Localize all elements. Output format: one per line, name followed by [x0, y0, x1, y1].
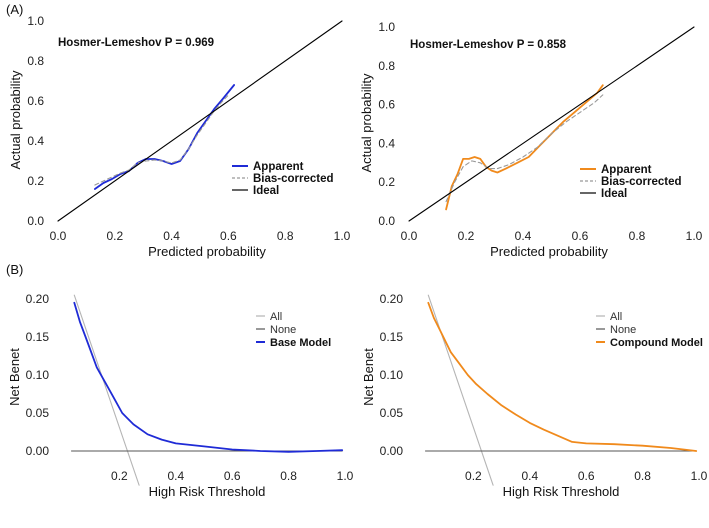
y-tick-label: 0.8	[378, 59, 395, 73]
series-line-apparent	[94, 84, 236, 190]
y-tick-label: 0.6	[27, 94, 44, 108]
x-tick-label: 0.2	[465, 469, 482, 483]
y-tick-label: 0.0	[27, 214, 44, 228]
y-tick-label: 0.05	[26, 406, 50, 420]
legend-label: Apparent	[253, 161, 304, 173]
y-tick-label: 0.05	[380, 406, 404, 420]
y-axis-label: Actual probability	[8, 70, 23, 169]
y-axis-label: Actual probability	[359, 73, 374, 172]
legend-label: Ideal	[253, 185, 279, 197]
y-tick-label: 0.4	[27, 134, 44, 148]
y-tick-label: 0.10	[380, 368, 404, 382]
x-tick-label: 0.2	[111, 469, 128, 483]
legend-label: Apparent	[601, 164, 652, 176]
legend-label: Compound Model	[610, 337, 703, 349]
panel-label-b: (B)	[6, 262, 23, 277]
legend-label: All	[610, 311, 622, 323]
y-tick-label: 0.20	[26, 292, 50, 306]
x-tick-label: 0.4	[521, 469, 538, 483]
x-axis-label: Predicted probability	[148, 244, 266, 259]
x-tick-label: 0.0	[401, 229, 418, 243]
y-tick-label: 0.0	[378, 214, 395, 228]
dca-chart-base: 0.2 0.4 0.6 0.8 1.0 0.00 0.05 0.10 0.15 0.20 High …	[7, 292, 354, 499]
calibration-chart-base: 0.0 0.2 0.4 0.6 0.8 1.0 0.0 0.2 0.4 0.6 0.8 1.0 Pred…	[8, 14, 351, 259]
y-tick-label: 1.0	[378, 20, 395, 34]
series-line-compound-model	[427, 301, 698, 452]
x-tick-label: 1.0	[691, 469, 708, 483]
hosmer-lemeshow-label: Hosmer-Lemeshov P = 0.858	[410, 39, 567, 51]
y-tick-label: 1.0	[27, 14, 44, 28]
x-tick-label: 0.8	[277, 229, 294, 243]
x-tick-label: 0.4	[163, 229, 180, 243]
legend-label: Base Model	[270, 337, 331, 349]
panel-label-a: (A)	[6, 2, 23, 17]
y-tick-label: 0.2	[378, 175, 395, 189]
series-line-ideal	[408, 26, 695, 222]
x-tick-label: 0.2	[106, 229, 123, 243]
y-axis-label: Net Benet	[361, 348, 376, 406]
y-tick-label: 0.00	[26, 444, 50, 458]
legend-label: None	[270, 324, 296, 336]
x-tick-label: 0.4	[515, 229, 532, 243]
x-tick-label: 1.0	[686, 229, 703, 243]
x-tick-label: 0.8	[634, 469, 651, 483]
x-tick-label: 0.6	[220, 229, 237, 243]
dca-chart-compound: 0.2 0.4 0.6 0.8 1.0 0.00 0.05 0.10 0.15 0.20 High …	[361, 292, 708, 499]
y-axis-label: Net Benet	[7, 348, 22, 406]
y-tick-label: 0.8	[27, 54, 44, 68]
y-tick-label: 0.00	[380, 444, 404, 458]
series-line-ideal	[57, 20, 343, 222]
legend-label: Bias-corrected	[253, 173, 334, 185]
y-tick-label: 0.2	[27, 174, 44, 188]
x-tick-label: 0.6	[578, 469, 595, 483]
series-line-base-model	[73, 301, 344, 453]
legend-label: All	[270, 311, 282, 323]
legend-label: Ideal	[601, 188, 627, 200]
x-tick-label: 0.8	[280, 469, 297, 483]
y-tick-label: 0.4	[378, 136, 395, 150]
x-tick-label: 1.0	[334, 229, 351, 243]
x-tick-label: 0.2	[458, 229, 475, 243]
x-tick-label: 1.0	[337, 469, 354, 483]
x-tick-label: 0.0	[50, 229, 67, 243]
legend-label: Bias-corrected	[601, 176, 682, 188]
x-tick-label: 0.8	[629, 229, 646, 243]
series-line-apparent	[445, 84, 604, 211]
y-tick-label: 0.10	[26, 368, 50, 382]
legend-label: None	[610, 324, 636, 336]
x-axis-label: High Risk Threshold	[503, 484, 620, 499]
y-tick-label: 0.20	[380, 292, 404, 306]
series-line-bias-corrected	[445, 94, 604, 203]
x-axis-label: Predicted probability	[490, 244, 608, 259]
y-tick-label: 0.6	[378, 98, 395, 112]
x-axis-label: High Risk Threshold	[149, 484, 266, 499]
x-tick-label: 0.6	[572, 229, 589, 243]
series-line-bias-corrected	[94, 94, 229, 186]
calibration-chart-compound: 0.0 0.2 0.4 0.6 0.8 1.0 0.0 0.2 0.4 0.6 0.8 1.0 Pred…	[359, 20, 703, 259]
series-line-all	[73, 294, 140, 486]
hosmer-lemeshow-label: Hosmer-Lemeshov P = 0.969	[58, 37, 214, 49]
y-tick-label: 0.15	[380, 330, 404, 344]
y-tick-label: 0.15	[26, 330, 50, 344]
x-tick-label: 0.6	[224, 469, 241, 483]
x-tick-label: 0.4	[167, 469, 184, 483]
